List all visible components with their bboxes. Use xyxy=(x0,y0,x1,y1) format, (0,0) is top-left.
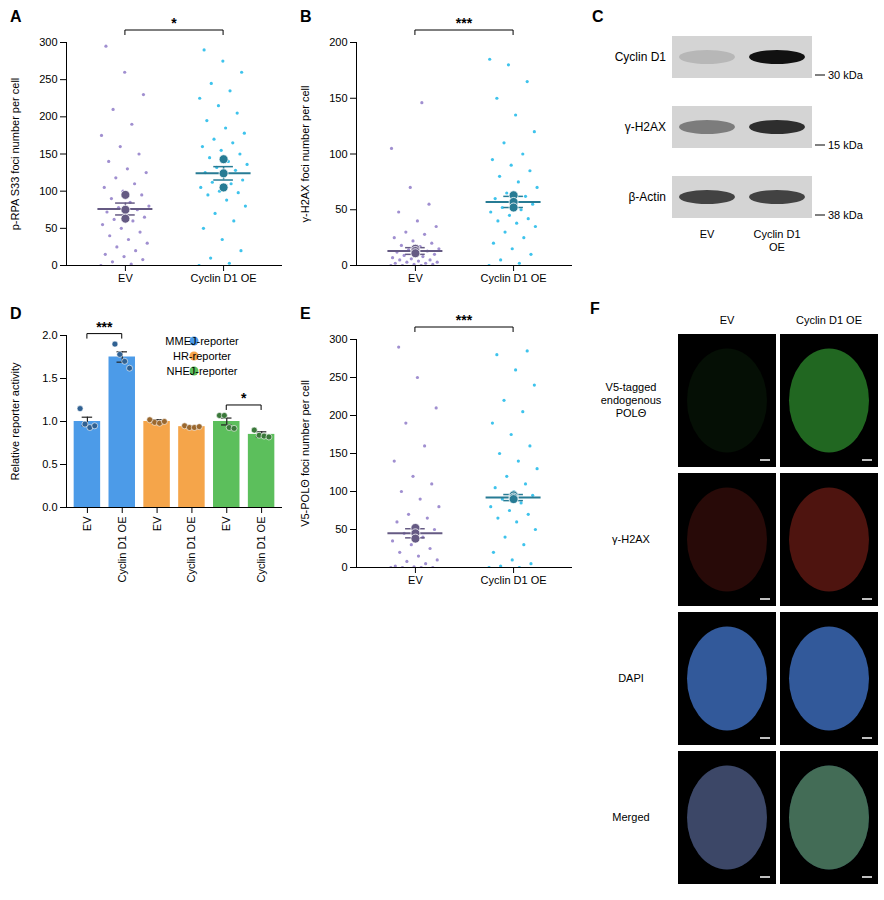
svg-text:POLΘ: POLΘ xyxy=(616,407,647,419)
svg-text:Cyclin D1 OE: Cyclin D1 OE xyxy=(185,517,197,583)
svg-text:*: * xyxy=(241,390,247,406)
svg-text:DAPI: DAPI xyxy=(618,672,644,684)
svg-text:2.0: 2.0 xyxy=(42,329,57,341)
svg-text:***: *** xyxy=(456,15,473,31)
svg-text:Cyclin D1 OE: Cyclin D1 OE xyxy=(481,272,547,284)
svg-text:1.0: 1.0 xyxy=(42,415,57,427)
svg-text:*: * xyxy=(171,15,177,31)
svg-text:p-RPA S33 foci number per cell: p-RPA S33 foci number per cell xyxy=(9,78,21,231)
svg-text:300: 300 xyxy=(39,36,57,48)
svg-text:Cyclin D1 OE: Cyclin D1 OE xyxy=(191,272,257,284)
svg-text:50: 50 xyxy=(335,523,347,535)
svg-text:EV: EV xyxy=(118,272,133,284)
svg-text:γ-H2AX foci number per cell: γ-H2AX foci number per cell xyxy=(299,86,311,223)
svg-text:100: 100 xyxy=(329,485,347,497)
svg-text:250: 250 xyxy=(39,73,57,85)
svg-text:Cyclin D1 OE: Cyclin D1 OE xyxy=(796,314,862,326)
svg-text:50: 50 xyxy=(335,203,347,215)
svg-text:MMEJ-reporter: MMEJ-reporter xyxy=(165,335,239,347)
svg-text:EV: EV xyxy=(151,516,163,531)
svg-text:EV: EV xyxy=(408,272,423,284)
svg-text:EV: EV xyxy=(220,516,232,531)
html-text:A: A xyxy=(10,8,22,25)
svg-text:0: 0 xyxy=(341,561,347,573)
svg-text:250: 250 xyxy=(329,371,347,383)
svg-text:50: 50 xyxy=(45,222,57,234)
svg-text:200: 200 xyxy=(39,110,57,122)
svg-text:38 kDa: 38 kDa xyxy=(828,209,864,221)
svg-text:OE: OE xyxy=(769,241,785,253)
svg-text:Cyclin D1 OE: Cyclin D1 OE xyxy=(255,517,267,583)
svg-text:30 kDa: 30 kDa xyxy=(828,69,864,81)
html-text:D: D xyxy=(10,305,22,322)
svg-text:Cyclin D1 OE: Cyclin D1 OE xyxy=(481,574,547,586)
svg-text:150: 150 xyxy=(329,447,347,459)
svg-text:HR-reporter: HR-reporter xyxy=(173,350,231,362)
svg-text:0.5: 0.5 xyxy=(42,458,57,470)
svg-text:Cyclin D1: Cyclin D1 xyxy=(615,50,667,64)
svg-text:100: 100 xyxy=(329,148,347,160)
svg-text:150: 150 xyxy=(39,148,57,160)
svg-text:γ-H2AX: γ-H2AX xyxy=(625,120,666,134)
svg-text:***: *** xyxy=(456,312,473,328)
svg-text:EV: EV xyxy=(700,228,715,240)
svg-text:15 kDa: 15 kDa xyxy=(828,139,864,151)
svg-text:0: 0 xyxy=(51,259,57,271)
svg-text:V5-tagged: V5-tagged xyxy=(606,381,657,393)
svg-text:NHEJ-reporter: NHEJ-reporter xyxy=(167,365,238,377)
svg-text:Merged: Merged xyxy=(612,811,649,823)
svg-text:β-Actin: β-Actin xyxy=(628,190,666,204)
svg-text:EV: EV xyxy=(81,516,93,531)
svg-text:150: 150 xyxy=(329,92,347,104)
svg-text:100: 100 xyxy=(39,185,57,197)
svg-text:V5-POLΘ foci number per cell: V5-POLΘ foci number per cell xyxy=(299,380,311,527)
html-text:B: B xyxy=(300,8,312,25)
svg-text:γ-H2AX: γ-H2AX xyxy=(612,533,651,545)
svg-text:EV: EV xyxy=(408,574,423,586)
svg-text:Relative reporter activity: Relative reporter activity xyxy=(9,362,21,480)
svg-text:200: 200 xyxy=(329,36,347,48)
svg-text:300: 300 xyxy=(329,333,347,345)
svg-text:0.0: 0.0 xyxy=(42,501,57,513)
svg-text:***: *** xyxy=(96,319,113,335)
svg-text:0: 0 xyxy=(341,259,347,271)
html-text:E: E xyxy=(300,305,311,322)
svg-text:endogenous: endogenous xyxy=(601,394,662,406)
html-text:F: F xyxy=(590,300,600,317)
svg-text:1.5: 1.5 xyxy=(42,372,57,384)
svg-text:Cyclin D1: Cyclin D1 xyxy=(753,228,800,240)
svg-text:EV: EV xyxy=(720,314,735,326)
svg-text:Cyclin D1 OE: Cyclin D1 OE xyxy=(116,517,128,583)
html-text:C: C xyxy=(592,8,604,25)
svg-text:200: 200 xyxy=(329,409,347,421)
